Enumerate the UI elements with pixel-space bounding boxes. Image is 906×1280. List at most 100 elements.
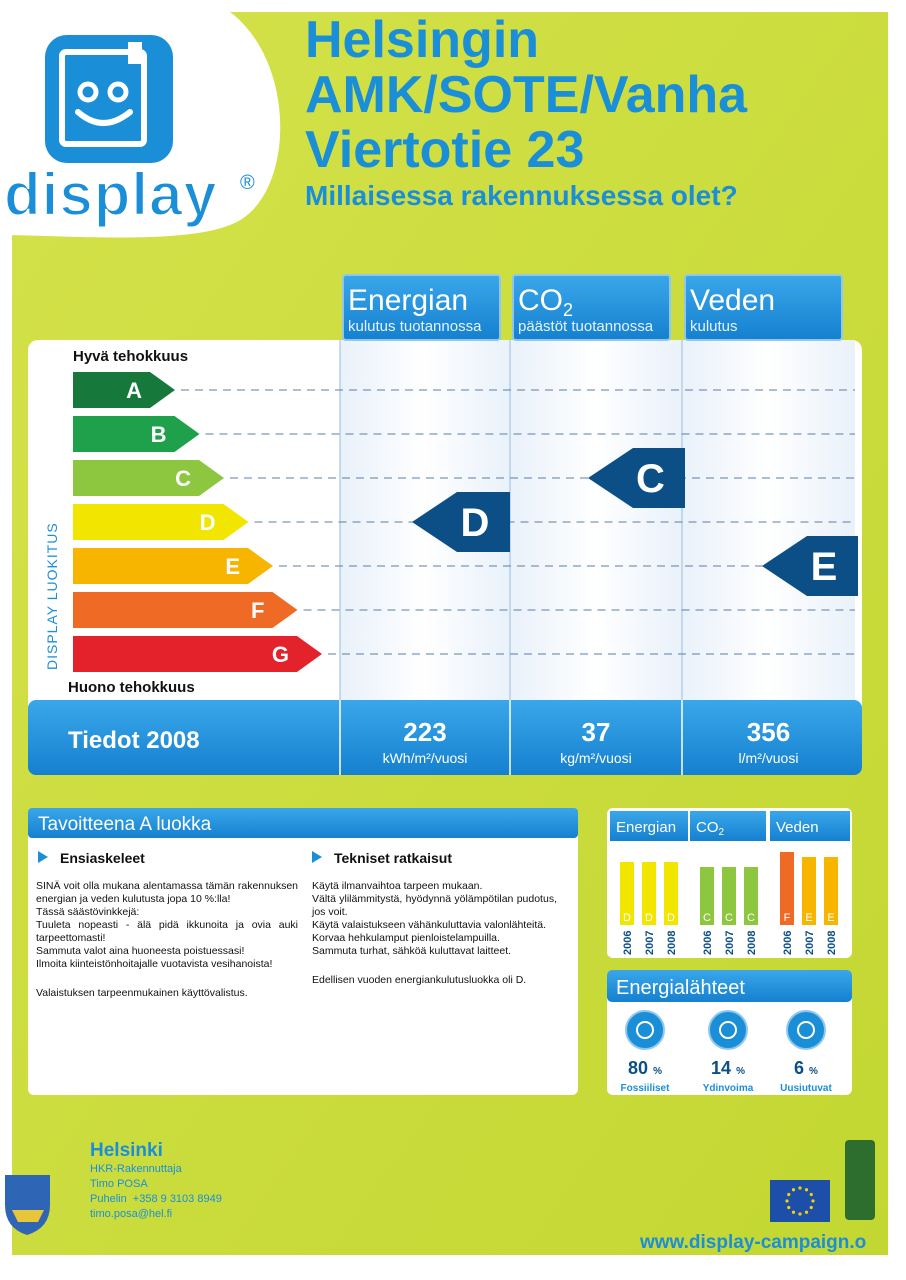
source-icon xyxy=(708,1010,748,1050)
history-year: 2008 xyxy=(746,931,758,955)
sources-header xyxy=(607,970,852,1002)
column-unit: l/m²/vuosi xyxy=(739,750,799,766)
history-year: 2006 xyxy=(782,931,794,955)
history-class: D xyxy=(667,912,675,924)
history-bar xyxy=(664,862,678,925)
column-title-text: Veden xyxy=(690,284,775,317)
source-icon-glyph xyxy=(797,1021,815,1039)
history-bar xyxy=(780,852,794,925)
footer-line: HKR-Rakennuttaja xyxy=(90,1163,182,1175)
section-text: Käytä ilmanvaihtoa tarpeen mukaan. Vältä … xyxy=(312,880,557,987)
column-value: 356 xyxy=(747,717,790,747)
history-title-text: Energian xyxy=(616,819,676,836)
class-arrow xyxy=(762,536,858,596)
column-header xyxy=(512,274,671,341)
class-letter: B xyxy=(151,422,167,447)
logo-text: display xyxy=(3,160,218,229)
history-class: D xyxy=(645,912,653,924)
history-header xyxy=(690,811,766,841)
logo-face xyxy=(59,49,147,147)
class-arrow-letter: E xyxy=(811,545,838,589)
history-class: E xyxy=(805,912,812,924)
paragraph: Tässä säästövinkkejä: xyxy=(36,906,140,918)
column-title: Energian xyxy=(348,284,468,317)
class-arrow xyxy=(412,492,510,552)
eu-star xyxy=(811,1199,815,1203)
history-title: CO2 xyxy=(696,819,725,838)
eu-star xyxy=(809,1205,813,1210)
source-icon xyxy=(625,1010,665,1050)
bullet xyxy=(38,851,48,863)
source-icon-glyph xyxy=(719,1021,737,1039)
footer-line: Timo POSA xyxy=(90,1178,148,1190)
partner-logo xyxy=(845,1140,875,1220)
class-letter: E xyxy=(225,554,240,579)
paragraph: Valaistuksen tarpeenmukainen käyttövalis… xyxy=(36,987,248,999)
source-unit: % xyxy=(653,1066,662,1077)
paragraph: SINÄ voit olla mukana alentamassa tämän … xyxy=(36,880,298,905)
column-value: 37 xyxy=(582,717,611,747)
paragraph: Sammuta valot aina huoneesta poistuessas… xyxy=(36,945,245,957)
logo-eye xyxy=(77,81,99,103)
history-class: E xyxy=(827,912,834,924)
source-unit: % xyxy=(809,1066,818,1077)
class-bar xyxy=(73,548,273,584)
eu-star xyxy=(787,1205,791,1210)
history-bar xyxy=(700,867,714,925)
history-class: C xyxy=(725,912,733,924)
class-letter: G xyxy=(272,642,289,667)
class-bar xyxy=(73,372,175,408)
class-bar xyxy=(73,460,224,496)
source-value: 80% xyxy=(628,1058,662,1078)
class-letter: F xyxy=(251,598,264,623)
class-arrow-letter: C xyxy=(636,457,665,501)
logo-smile xyxy=(75,109,133,126)
class-arrow xyxy=(588,448,685,508)
source-value: 14% xyxy=(711,1058,745,1078)
history-year: 2007 xyxy=(644,931,656,955)
column-title-text: Energian xyxy=(348,284,468,317)
paragraph: Edellisen vuoden energiankulutusluokka o… xyxy=(312,974,527,986)
source-number: 14 xyxy=(711,1058,731,1078)
history-title-text: Veden xyxy=(776,819,819,836)
class-letter: D xyxy=(200,510,216,535)
paragraph: Käytä valaistukseen vähänkuluttavia valo… xyxy=(312,919,547,931)
history-title-text: CO xyxy=(696,819,719,836)
source-number: 6 xyxy=(794,1058,804,1078)
column-subtitle: kulutus tuotannossa xyxy=(348,318,482,335)
eu-star xyxy=(804,1188,809,1192)
title-line: AMK/SOTE/Vanha xyxy=(305,66,748,124)
class-letter: A xyxy=(126,378,142,403)
title-line: Viertotie 23 xyxy=(305,121,585,179)
logo-eye xyxy=(107,81,129,103)
column-header xyxy=(684,274,843,341)
history-title: Energian xyxy=(616,819,676,836)
paragraph: Vältä ylilämmitystä, hyödynnä yölämpötil… xyxy=(312,893,557,918)
target-title: Tavoitteena A luokka xyxy=(38,814,212,835)
footer-url: www.display-campaign.o xyxy=(640,1232,867,1253)
column-strip xyxy=(510,340,682,700)
history-class: C xyxy=(703,912,711,924)
class-letter: C xyxy=(175,466,191,491)
footer-line: Puhelin +358 9 3103 8949 xyxy=(90,1193,222,1205)
history-year: 2007 xyxy=(724,931,736,955)
eu-star xyxy=(809,1192,813,1197)
column-header xyxy=(342,274,501,341)
eu-star xyxy=(785,1199,789,1203)
history-bar xyxy=(744,867,758,925)
section-text: SINÄ voit olla mukana alentamassa tämän … xyxy=(36,880,298,1000)
eu-star xyxy=(791,1188,796,1192)
target-box xyxy=(28,808,578,1095)
source-number: 80 xyxy=(628,1058,648,1078)
eu-star xyxy=(804,1210,809,1214)
source-icon xyxy=(786,1010,826,1050)
title-line: Helsingin xyxy=(305,11,540,69)
history-class: D xyxy=(623,912,631,924)
top-label: Hyvä tehokkuus xyxy=(73,348,189,365)
column-value: 223 xyxy=(403,717,446,747)
paragraph: Tuuleta nopeasti - älä pidä ikkunoita ja… xyxy=(36,919,298,944)
section-heading: Tekniset ratkaisut xyxy=(334,850,452,866)
footer-line: timo.posa@hel.fi xyxy=(90,1208,173,1220)
